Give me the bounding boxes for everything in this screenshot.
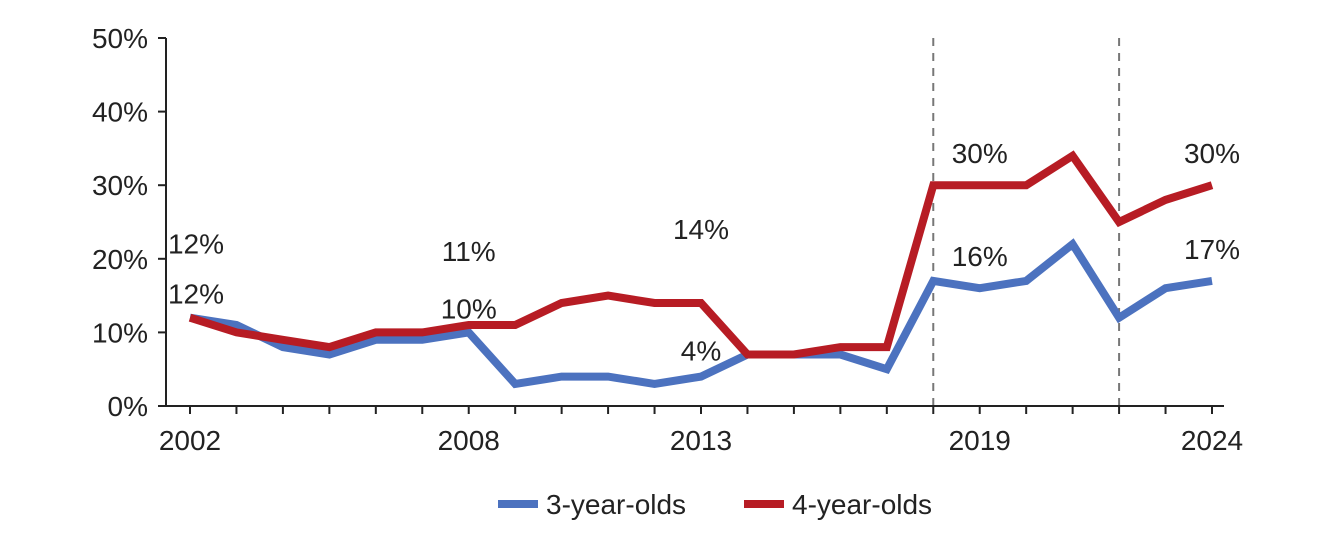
y-tick-label: 40% (92, 97, 148, 128)
y-tick-label: 50% (92, 23, 148, 54)
data-labels: 12% 12% 11% 10% 14% 4% 30% 16% 30% 17% (168, 138, 1240, 366)
y-tick-label: 0% (108, 391, 148, 422)
legend-label: 3-year-olds (546, 489, 686, 520)
data-label: 14% (673, 214, 729, 245)
data-label: 16% (952, 241, 1008, 272)
data-label: 12% (168, 229, 224, 260)
data-label: 4% (681, 336, 721, 367)
legend-label: 4-year-olds (792, 489, 932, 520)
data-label: 30% (1184, 138, 1240, 169)
y-tick-label: 30% (92, 170, 148, 201)
x-tick-label: 2019 (949, 425, 1011, 456)
y-tick-label: 20% (92, 244, 148, 275)
axes: 0% 10% 20% 30% 40% 50% 2002 2008 2013 2019 2024 (92, 23, 1243, 456)
data-label: 30% (952, 138, 1008, 169)
x-tick-label: 2013 (670, 425, 732, 456)
x-tick-label: 2002 (159, 425, 221, 456)
x-tick-label: 2008 (438, 425, 500, 456)
reference-lines (932, 38, 1121, 406)
series-line-4-year-olds (188, 150, 1214, 359)
data-label: 10% (441, 293, 497, 324)
y-tick-label: 10% (92, 317, 148, 348)
data-label: 17% (1184, 234, 1240, 265)
series-line-3-year-olds (189, 238, 1213, 389)
series-lines (188, 150, 1214, 389)
legend: 3-year-olds 4-year-olds (498, 489, 932, 520)
data-label: 12% (168, 279, 224, 310)
x-tick-label: 2024 (1181, 425, 1243, 456)
data-label: 11% (442, 236, 496, 267)
